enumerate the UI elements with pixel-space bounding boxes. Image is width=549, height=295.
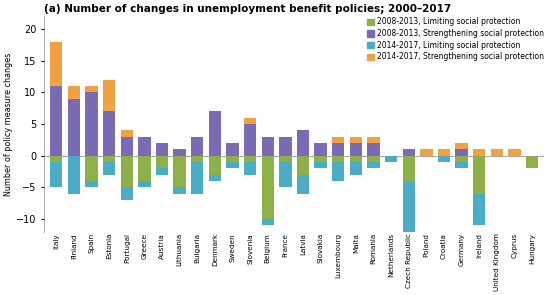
Bar xyxy=(50,162,63,187)
Bar xyxy=(420,149,433,155)
Bar xyxy=(209,175,221,181)
Bar xyxy=(244,124,256,155)
Bar xyxy=(367,162,380,168)
Bar xyxy=(279,137,292,155)
Bar xyxy=(138,155,150,181)
Bar xyxy=(244,155,256,162)
Legend: 2008-2013, Limiting social protection, 2008-2013, Strengthening social protectio: 2008-2013, Limiting social protection, 2… xyxy=(366,16,546,63)
Bar xyxy=(473,194,485,225)
Bar xyxy=(332,162,344,181)
Bar xyxy=(456,162,468,168)
Bar xyxy=(121,130,133,137)
Bar xyxy=(103,155,115,162)
Bar xyxy=(350,162,362,175)
Bar xyxy=(402,155,415,181)
Bar xyxy=(85,86,98,92)
Bar xyxy=(473,155,485,194)
Bar xyxy=(402,181,415,244)
Bar xyxy=(332,137,344,143)
Bar xyxy=(103,111,115,155)
Bar xyxy=(209,155,221,175)
Bar xyxy=(226,155,239,162)
Bar xyxy=(473,149,485,155)
Bar xyxy=(297,175,309,194)
Bar xyxy=(85,181,98,187)
Bar xyxy=(456,143,468,149)
Bar xyxy=(438,149,450,155)
Bar xyxy=(332,155,344,162)
Bar xyxy=(367,137,380,143)
Bar xyxy=(491,149,503,155)
Bar xyxy=(156,155,168,168)
Bar xyxy=(297,155,309,175)
Text: (a) Number of changes in unemployment benefit policies; 2000–2017: (a) Number of changes in unemployment be… xyxy=(44,4,451,14)
Bar xyxy=(315,143,327,155)
Bar xyxy=(68,86,80,99)
Bar xyxy=(103,80,115,111)
Bar xyxy=(315,162,327,168)
Bar xyxy=(279,162,292,187)
Bar xyxy=(402,149,415,155)
Bar xyxy=(526,155,538,168)
Bar xyxy=(261,155,274,219)
Bar xyxy=(209,111,221,155)
Bar xyxy=(279,155,292,162)
Bar xyxy=(138,137,150,155)
Bar xyxy=(50,86,63,155)
Bar xyxy=(50,42,63,86)
Bar xyxy=(226,143,239,155)
Bar xyxy=(173,149,186,155)
Bar xyxy=(156,168,168,175)
Bar xyxy=(138,181,150,187)
Bar xyxy=(367,143,380,155)
Y-axis label: Number of policy measure changes: Number of policy measure changes xyxy=(4,52,13,196)
Bar xyxy=(332,143,344,155)
Bar xyxy=(261,219,274,225)
Bar xyxy=(103,162,115,175)
Bar xyxy=(68,155,80,194)
Bar xyxy=(315,155,327,162)
Bar xyxy=(226,162,239,168)
Bar xyxy=(85,155,98,181)
Bar xyxy=(85,92,98,155)
Bar xyxy=(244,162,256,175)
Bar xyxy=(121,155,133,187)
Bar xyxy=(508,149,520,155)
Bar xyxy=(438,155,450,162)
Bar xyxy=(173,187,186,194)
Bar xyxy=(367,155,380,162)
Bar xyxy=(385,155,397,162)
Bar xyxy=(261,137,274,155)
Bar xyxy=(173,155,186,187)
Bar xyxy=(50,155,63,162)
Bar xyxy=(191,155,204,162)
Bar xyxy=(244,118,256,124)
Bar xyxy=(121,187,133,200)
Bar xyxy=(456,155,468,162)
Bar xyxy=(456,149,468,155)
Bar xyxy=(350,143,362,155)
Bar xyxy=(350,155,362,162)
Bar xyxy=(350,137,362,143)
Bar xyxy=(191,137,204,155)
Bar xyxy=(121,137,133,155)
Bar xyxy=(297,130,309,155)
Bar xyxy=(68,99,80,155)
Bar xyxy=(191,162,204,194)
Bar xyxy=(156,143,168,155)
